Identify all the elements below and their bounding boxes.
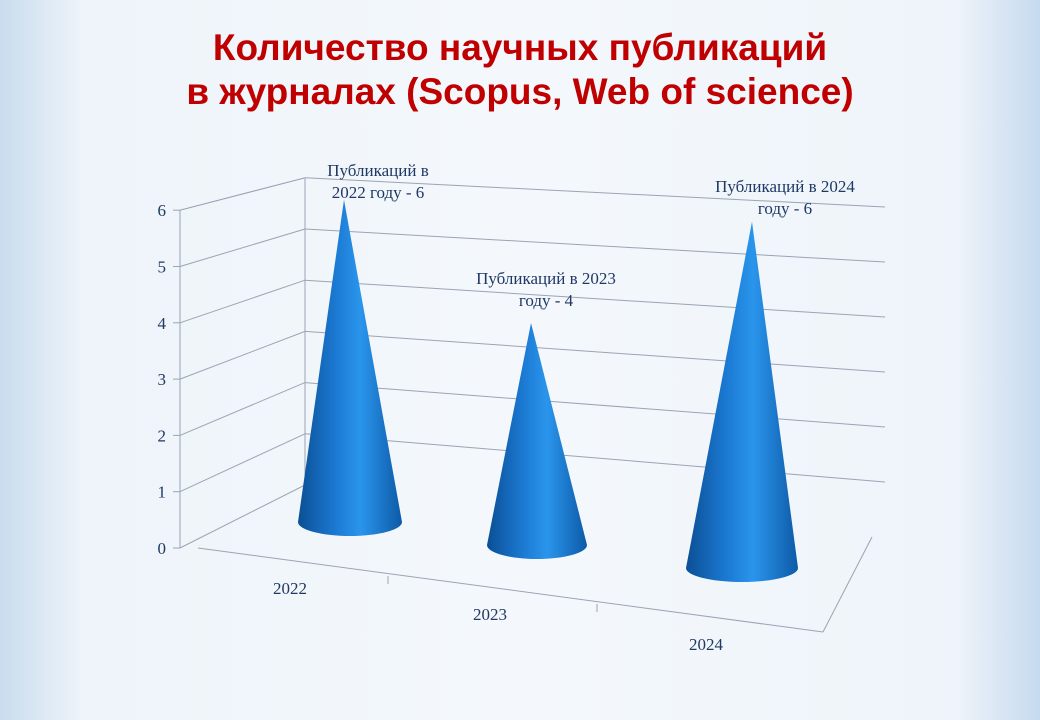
cone-2023 [487,323,587,559]
back-gridline [304,228,886,263]
side-gridline [179,279,306,324]
back-gridline [304,177,886,208]
chart-title: Количество научных публикаций в журналах… [0,26,1040,114]
y-tick-label: 4 [158,314,167,333]
side-gridline [179,382,306,436]
side-gridline [179,433,306,493]
side-gridline [179,228,306,267]
back-gridline [304,330,886,373]
x-tick-label: 2022 [273,579,307,598]
cone-body [686,221,798,583]
back-gridline [304,279,886,318]
side-gridline [179,330,306,380]
title-line-2: в журналах (Scopus, Web of science) [186,71,854,112]
x-tick-label: 2023 [473,605,507,624]
y-tick-label: 0 [158,539,167,558]
data-label: Публикаций в [327,161,428,180]
back-gridline [304,382,886,428]
x-tick-label: 2024 [689,635,724,654]
cone-body [298,199,402,537]
y-tick-label: 3 [158,370,167,389]
floor-left-edge [179,484,306,549]
cone-2024 [686,221,798,583]
data-label: году - 6 [758,199,812,218]
data-label: Публикаций в 2023 [476,269,616,288]
y-tick-label: 1 [158,483,167,502]
cone-2022 [298,199,402,537]
data-label: 2022 году - 6 [332,183,425,202]
floor-right-edge [822,536,873,633]
back-gridline [304,433,886,483]
side-wall-top [179,177,306,211]
y-tick-label: 5 [158,258,167,277]
floor-front-edge [197,547,824,633]
y-tick-label: 6 [158,201,167,220]
y-tick-label: 2 [158,426,167,445]
data-label: году - 4 [519,291,574,310]
title-line-1: Количество научных публикаций [212,27,828,68]
data-label: Публикаций в 2024 [715,177,855,196]
cone-body [487,323,587,559]
